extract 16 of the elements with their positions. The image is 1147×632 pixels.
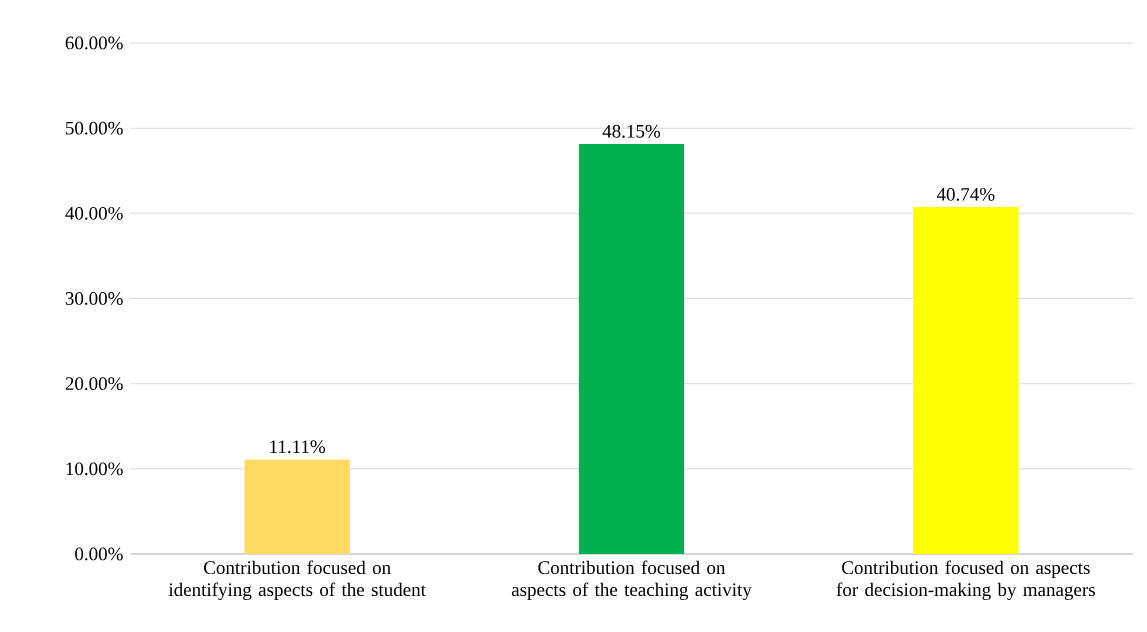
- bar: [244, 459, 350, 554]
- data-label: 40.74%: [936, 187, 995, 201]
- x-tick-label: Contribution focused on aspects of the teaching activity: [511, 560, 752, 600]
- x-tick-label: Contribution focused on aspects for decision-making by managers: [836, 560, 1095, 600]
- y-tick-label: 40.00%: [65, 206, 123, 220]
- y-tick-label: 20.00%: [65, 377, 123, 391]
- y-tick-label: 60.00%: [65, 36, 123, 50]
- x-tick-label: Contribution focused on identifying aspects of the student: [168, 560, 426, 600]
- data-label: 48.15%: [602, 124, 661, 138]
- bar: [578, 143, 685, 554]
- y-tick-label: 0.00%: [75, 547, 123, 561]
- y-tick-label: 10.00%: [66, 462, 123, 476]
- y-tick-label: 30.00%: [65, 292, 123, 305]
- y-tick-label: 50.00%: [65, 121, 123, 135]
- bar: [913, 207, 1019, 554]
- data-label: 11.11%: [270, 440, 326, 454]
